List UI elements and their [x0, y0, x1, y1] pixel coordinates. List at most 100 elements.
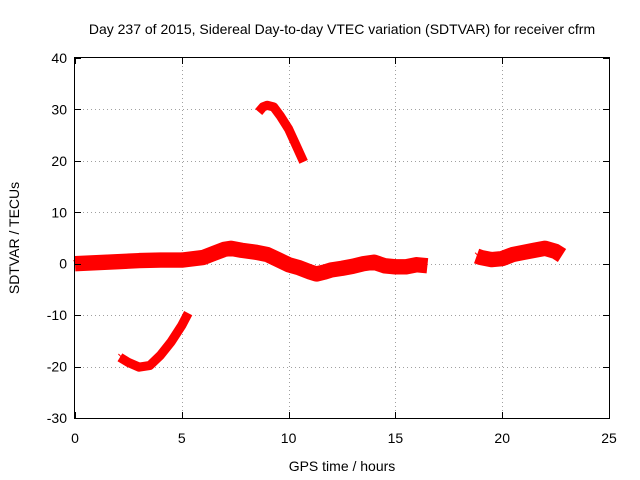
- series-point: [120, 357, 125, 361]
- series-main-trace-2-marks: [474, 245, 561, 263]
- series-point: [350, 265, 355, 270]
- series-point: [225, 246, 230, 250]
- series-point: [140, 257, 144, 262]
- series-point: [134, 259, 138, 264]
- series-layer: [73, 100, 567, 372]
- series-point: [134, 365, 139, 370]
- series-point: [231, 248, 236, 253]
- series-point: [128, 261, 132, 265]
- series-point: [209, 254, 214, 259]
- plot-frame: [74, 57, 610, 419]
- series-point: [239, 246, 244, 251]
- series-point: [192, 257, 196, 262]
- series-point: [320, 268, 324, 273]
- series-point: [286, 262, 291, 267]
- series-point: [283, 121, 288, 126]
- series-point: [289, 134, 294, 138]
- series-point: [556, 250, 561, 255]
- series-point: [258, 107, 263, 112]
- series-point: [409, 263, 414, 268]
- series-point: [265, 102, 270, 107]
- series-point: [150, 360, 155, 364]
- series-point: [85, 262, 90, 266]
- series-point: [161, 260, 166, 264]
- series-point: [332, 269, 336, 274]
- series-point: [278, 258, 283, 262]
- series-point: [251, 251, 256, 255]
- series-point: [214, 251, 219, 256]
- series-point: [406, 262, 411, 267]
- series-point: [540, 248, 545, 253]
- series-point: [153, 359, 157, 364]
- series-point: [532, 249, 537, 254]
- series-point: [268, 105, 273, 109]
- series-point: [281, 261, 286, 265]
- y-tick-label: 10: [51, 204, 67, 220]
- series-point: [422, 263, 427, 268]
- series-point: [337, 267, 342, 272]
- series-point: [237, 248, 241, 253]
- series-point: [305, 268, 310, 272]
- series-point: [292, 263, 296, 268]
- series-point: [146, 256, 151, 261]
- series-point: [374, 260, 379, 265]
- series-point: [516, 250, 521, 255]
- series-point: [261, 105, 265, 110]
- series-point: [170, 256, 175, 261]
- series-point: [334, 266, 339, 271]
- series-point: [348, 264, 352, 268]
- series-point: [164, 257, 169, 262]
- series-point: [222, 249, 227, 253]
- series-point: [123, 360, 128, 365]
- series-point: [521, 248, 526, 253]
- series-point: [519, 251, 523, 256]
- series-main-trace-1: [74, 240, 429, 282]
- series-point: [229, 246, 233, 251]
- series-point: [345, 267, 350, 271]
- series-point: [487, 259, 491, 263]
- series-point: [211, 250, 216, 255]
- y-tick-label: -10: [47, 307, 67, 323]
- series-point: [308, 270, 312, 275]
- series-point: [286, 125, 291, 130]
- series-point: [106, 259, 111, 264]
- series-point: [353, 261, 358, 266]
- series-point: [543, 245, 547, 250]
- series-upper-arc: [255, 100, 308, 164]
- series-point: [492, 258, 497, 263]
- chart-title: Day 237 of 2015, Sidereal Day-to-day VTE…: [89, 21, 595, 37]
- y-tick-label: -30: [47, 410, 67, 426]
- series-point: [553, 251, 558, 256]
- series-point: [495, 255, 499, 260]
- series-point: [296, 145, 300, 150]
- series-point: [139, 365, 144, 370]
- series-point: [97, 258, 102, 263]
- series-point: [217, 247, 222, 252]
- y-tick-label: 0: [59, 256, 67, 272]
- series-point: [500, 258, 505, 263]
- series-point: [311, 269, 316, 274]
- series-point: [176, 260, 181, 264]
- series-point: [100, 260, 105, 265]
- series-point: [513, 253, 518, 258]
- series-main-trace-1-marks: [73, 246, 427, 277]
- series-point: [390, 265, 395, 270]
- series-upper-arc-marks: [256, 102, 303, 158]
- series-point: [548, 246, 553, 250]
- series-point: [369, 260, 374, 265]
- series-point: [179, 256, 184, 261]
- series-point: [398, 266, 403, 271]
- series-lower-arc-marks: [118, 315, 187, 370]
- series-point: [220, 248, 224, 253]
- series-point: [242, 248, 247, 253]
- series-point: [94, 261, 99, 266]
- series-point: [183, 257, 187, 262]
- series-point: [161, 351, 165, 356]
- series-point: [137, 260, 141, 265]
- series-point: [417, 264, 422, 268]
- series-point: [380, 261, 384, 265]
- series-point: [358, 264, 363, 269]
- y-tick-label: 40: [51, 50, 67, 66]
- series-point: [137, 364, 141, 369]
- series-point: [527, 251, 531, 256]
